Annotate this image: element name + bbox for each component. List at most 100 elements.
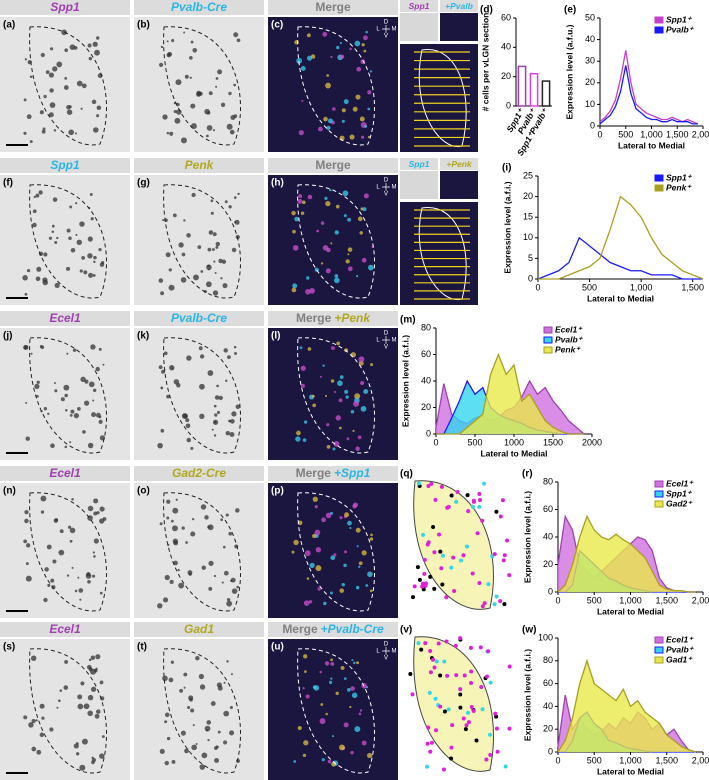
cell [64, 445, 68, 449]
cell-dot [507, 726, 512, 731]
cell [320, 262, 324, 265]
cell [173, 560, 178, 566]
y-axis-label: Expression level (a.f.u.) [564, 24, 574, 119]
cell-dot [446, 504, 451, 509]
cell [95, 36, 100, 40]
cell [349, 705, 352, 709]
compass: M [392, 27, 397, 33]
cell-dot [437, 532, 442, 537]
cell [24, 58, 27, 61]
header-bar [134, 158, 264, 173]
cell [75, 752, 80, 756]
cell [77, 694, 83, 700]
cell [56, 706, 59, 709]
x-axis-label: Lateral to Medial [587, 293, 654, 303]
cell [35, 193, 40, 198]
cell-dot [431, 525, 436, 530]
cell [26, 114, 32, 120]
panel-title: Pvalb-Cre [171, 0, 227, 14]
cell [101, 735, 105, 738]
cell [76, 239, 82, 246]
x-tick-label: 1,500 [655, 595, 678, 605]
cell [358, 712, 362, 716]
cell-dot [494, 509, 499, 514]
cell [208, 560, 214, 566]
cell [324, 196, 328, 200]
cell [330, 677, 333, 680]
cell [340, 665, 345, 670]
cell [351, 692, 358, 699]
cell [69, 441, 72, 444]
cell [35, 719, 38, 722]
cell-dot [466, 720, 471, 725]
cell [40, 495, 47, 502]
cell [346, 437, 350, 441]
header-bar [268, 0, 398, 15]
y-tick-label: 40 [501, 42, 511, 52]
cell [350, 352, 356, 358]
panel-letter: (q) [400, 469, 413, 480]
header-bar [134, 622, 264, 637]
cell-dot [436, 641, 441, 646]
y-tick-label: 40 [585, 34, 595, 44]
cell [102, 363, 105, 366]
panel-letter: (c) [271, 20, 283, 31]
cell [306, 577, 310, 580]
cell [68, 129, 75, 136]
cell [352, 106, 358, 112]
cell-dot [469, 681, 474, 686]
cell [355, 446, 360, 451]
cell-dot [408, 672, 413, 677]
cell [87, 664, 92, 670]
cell [312, 496, 318, 502]
cell [53, 381, 56, 385]
cell-dot [507, 573, 512, 578]
cell [54, 518, 59, 522]
cell [184, 748, 189, 754]
cell [217, 69, 223, 75]
cell [296, 57, 303, 64]
cell [166, 516, 170, 520]
cell [184, 74, 189, 79]
cell-dot [446, 707, 451, 712]
vlgn-outline [297, 26, 375, 146]
y-tick-label: 0 [548, 586, 553, 596]
cell [191, 192, 196, 198]
cell [357, 435, 362, 440]
cell [99, 753, 105, 759]
cell [183, 686, 186, 689]
y-tick-label: 10 [585, 99, 595, 109]
cell [172, 525, 178, 532]
cell [345, 259, 350, 264]
cell [29, 140, 33, 144]
cell [162, 675, 168, 682]
cell [347, 247, 353, 252]
cell-dot [427, 690, 432, 695]
cell [344, 550, 347, 554]
cell [309, 562, 315, 569]
cell-dot [438, 704, 443, 709]
cell [352, 429, 355, 433]
cell [360, 380, 365, 386]
cell [69, 44, 76, 51]
y-tick-label: 0 [506, 100, 511, 110]
cell [83, 400, 90, 406]
panel-letter: (a) [3, 20, 15, 31]
inset-label: +Penk [446, 159, 473, 169]
vlgn-outline [297, 184, 375, 299]
vlgn-outline [297, 492, 375, 612]
cell [213, 574, 217, 578]
cell [343, 99, 349, 105]
cell [324, 394, 328, 398]
cell [362, 207, 367, 212]
cell [29, 75, 33, 79]
cell-dot [484, 674, 489, 679]
cell [187, 706, 191, 710]
cell [24, 509, 29, 515]
cell-dot [419, 647, 424, 652]
x-tick-label: 500 [582, 282, 597, 292]
area-fill [436, 381, 585, 434]
cell [220, 277, 223, 280]
cell [52, 66, 58, 72]
cell [205, 729, 209, 732]
